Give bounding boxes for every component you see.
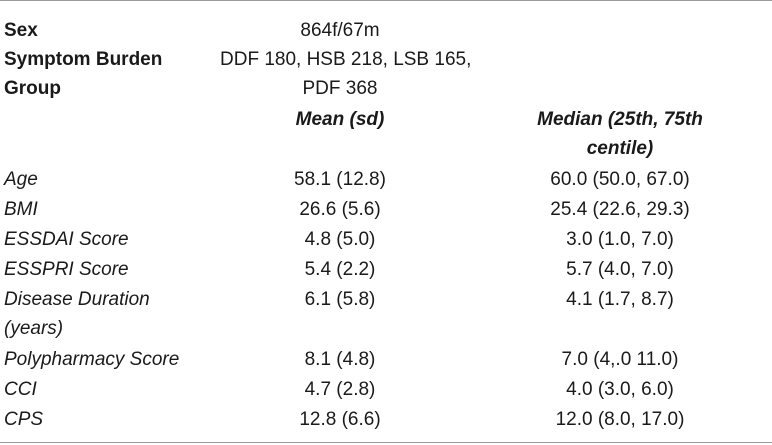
row-value-sex: 864f/67m xyxy=(300,20,380,41)
row-label-sex: Sex xyxy=(4,20,38,41)
row-label-esspri: ESSPRI Score xyxy=(4,259,129,280)
row-median-cps: 12.0 (8.0, 17.0) xyxy=(555,409,685,430)
row-median-polypharmacy: 7.0 (4,.0 11.0) xyxy=(561,349,679,370)
column-header-median-2: centile) xyxy=(586,138,654,159)
row-label-essdai: ESSDAI Score xyxy=(4,229,129,250)
row-label-cci: CCI xyxy=(4,379,37,400)
row-mean-cci: 4.7 (2.8) xyxy=(304,379,376,400)
column-header-mean: Mean (sd) xyxy=(295,109,385,130)
row-value-symptom-burden-2: PDF 368 xyxy=(302,78,378,99)
row-median-esspri: 5.7 (4.0, 7.0) xyxy=(566,259,674,280)
row-label-symptom-burden-1: Symptom Burden xyxy=(4,49,163,70)
row-label-cps: CPS xyxy=(4,409,44,430)
row-label-bmi: BMI xyxy=(4,199,38,220)
row-mean-bmi: 26.6 (5.6) xyxy=(299,199,381,220)
row-median-disease-duration: 4.1 (1.7, 8.7) xyxy=(566,289,674,310)
table-top-rule xyxy=(0,0,772,1)
row-label-polypharmacy: Polypharmacy Score xyxy=(4,349,180,370)
row-median-essdai: 3.0 (1.0, 7.0) xyxy=(566,229,674,250)
row-label-disease-duration-1: Disease Duration xyxy=(4,289,150,310)
row-label-symptom-burden-2: Group xyxy=(4,78,61,99)
row-median-bmi: 25.4 (22.6, 29.3) xyxy=(550,199,690,220)
row-value-symptom-burden-1: DDF 180, HSB 218, LSB 165, xyxy=(220,49,472,70)
row-label-disease-duration-2: (years) xyxy=(4,318,64,339)
row-mean-essdai: 4.8 (5.0) xyxy=(304,229,376,250)
row-label-age: Age xyxy=(4,169,38,190)
row-mean-age: 58.1 (12.8) xyxy=(294,169,386,190)
row-median-age: 60.0 (50.0, 67.0) xyxy=(550,169,690,190)
row-mean-esspri: 5.4 (2.2) xyxy=(304,259,376,280)
column-header-median-1: Median (25th, 75th xyxy=(537,109,703,130)
row-mean-cps: 12.8 (6.6) xyxy=(299,409,381,430)
row-mean-polypharmacy: 8.1 (4.8) xyxy=(304,349,376,370)
row-median-cci: 4.0 (3.0, 6.0) xyxy=(566,379,674,400)
table-bottom-rule xyxy=(0,442,772,443)
row-mean-disease-duration: 6.1 (5.8) xyxy=(304,289,376,310)
